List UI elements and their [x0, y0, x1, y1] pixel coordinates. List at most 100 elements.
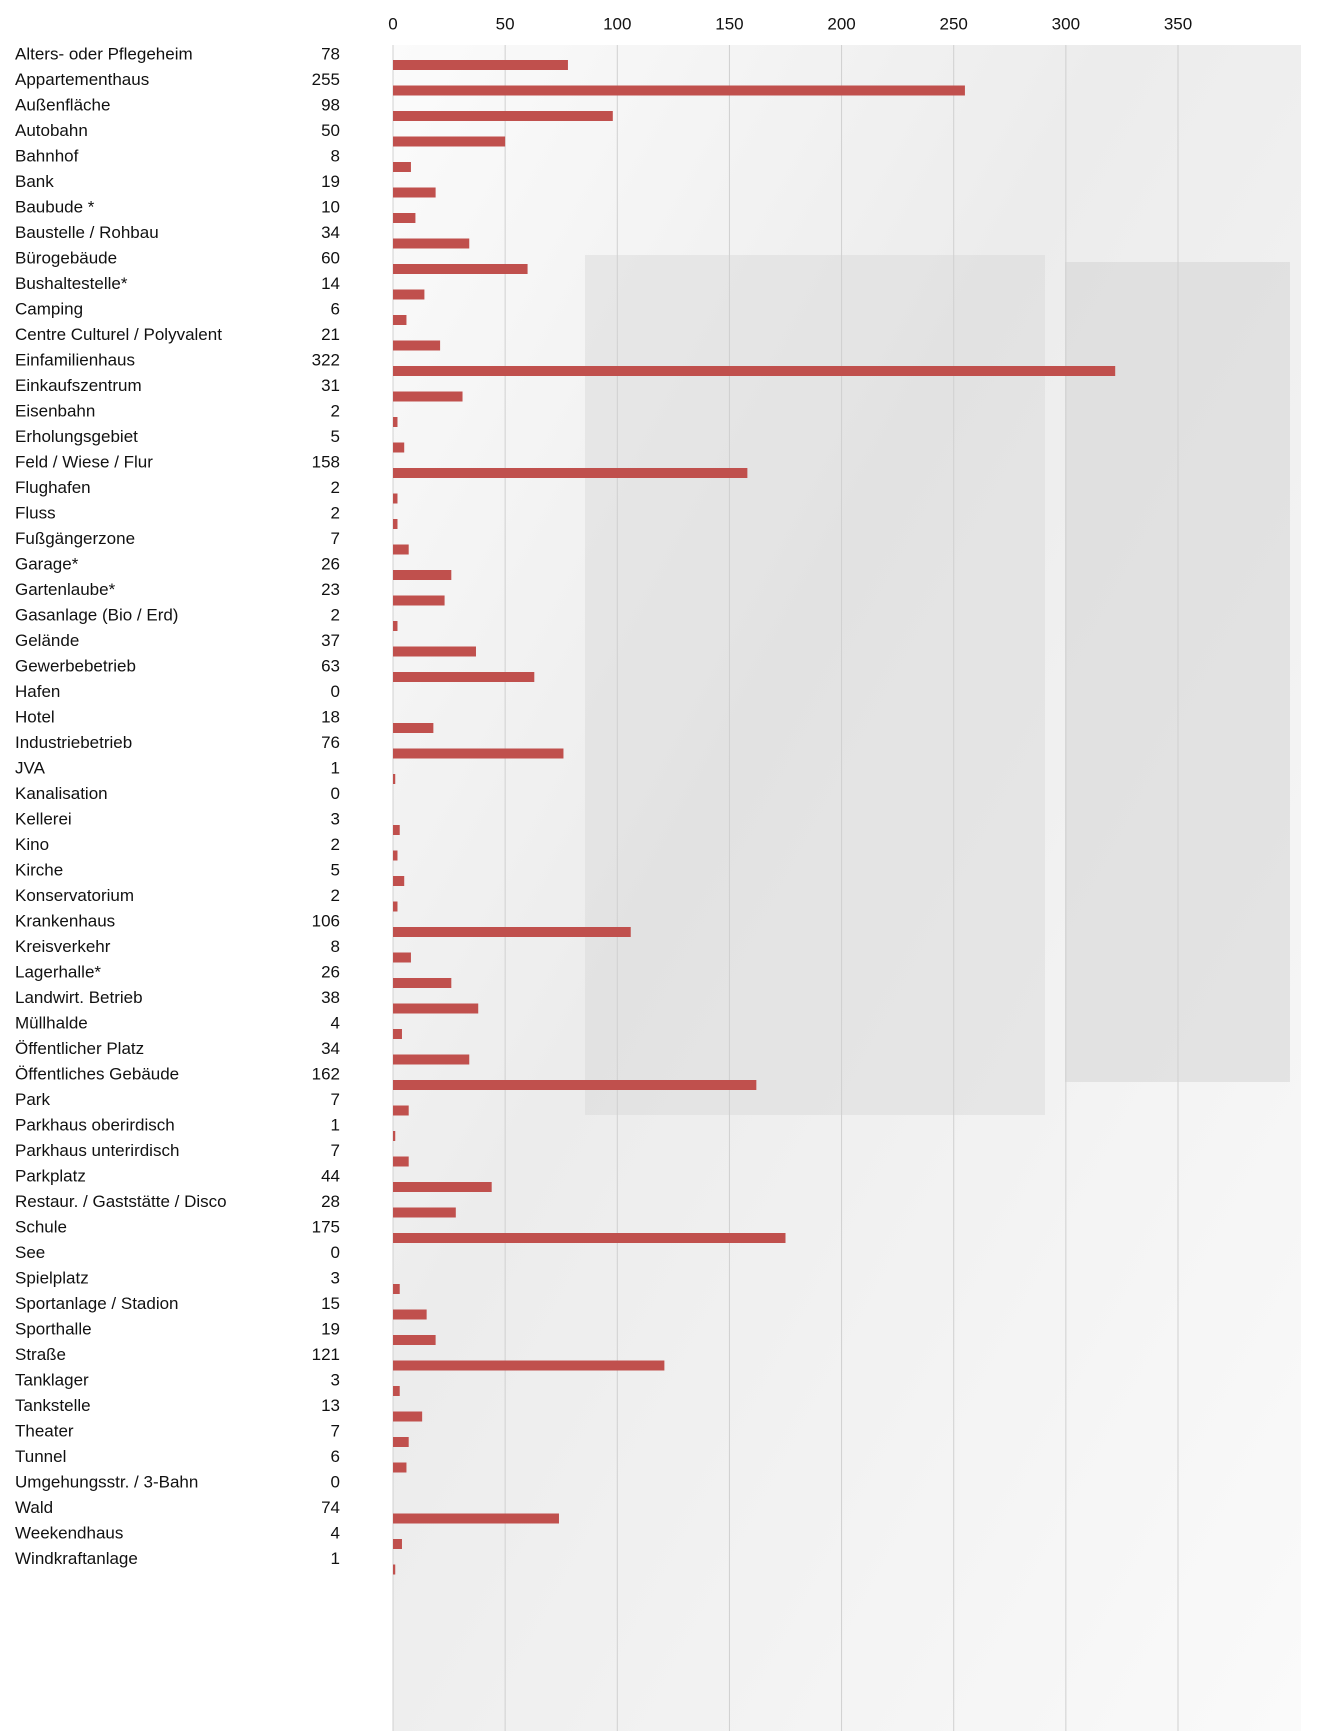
- bar: [393, 672, 535, 682]
- bar: [393, 519, 398, 529]
- value-label: 6: [331, 299, 340, 318]
- value-label: 106: [312, 911, 340, 930]
- value-label: 255: [312, 70, 340, 89]
- plot-background: [393, 45, 1301, 1731]
- bar: [393, 978, 452, 988]
- bar: [393, 1386, 400, 1396]
- category-label: Garage*: [15, 554, 79, 573]
- value-label: 175: [312, 1217, 340, 1236]
- bar: [393, 1411, 423, 1422]
- x-tick-label: 350: [1164, 14, 1192, 33]
- category-label: Gelände: [15, 631, 79, 650]
- background-photo-shape: [585, 255, 1045, 1115]
- category-label: Industriebetrieb: [15, 733, 132, 752]
- category-label: Einkaufszentrum: [15, 376, 142, 395]
- bar: [393, 876, 405, 886]
- category-label: Park: [15, 1090, 50, 1109]
- bar: [393, 1105, 409, 1116]
- category-label: Eisenbahn: [15, 401, 95, 420]
- bar: [393, 850, 398, 861]
- category-label: Tunnel: [15, 1447, 66, 1466]
- category-label: Parkhaus unterirdisch: [15, 1141, 179, 1160]
- value-label: 2: [331, 835, 340, 854]
- value-label: 5: [331, 427, 340, 446]
- category-label: Kanalisation: [15, 784, 108, 803]
- value-label: 19: [321, 172, 340, 191]
- bar: [393, 1360, 665, 1371]
- value-label: 1: [331, 1115, 340, 1134]
- value-label: 3: [331, 1370, 340, 1389]
- category-label: Centre Culturel / Polyvalent: [15, 325, 222, 344]
- category-label: Landwirt. Betrieb: [15, 988, 143, 1007]
- category-label: Bahnhof: [15, 146, 79, 165]
- bar: [393, 1284, 400, 1294]
- bar: [393, 468, 748, 478]
- value-label: 31: [321, 376, 340, 395]
- bar: [393, 289, 425, 300]
- value-label: 78: [321, 44, 340, 63]
- value-label: 5: [331, 860, 340, 879]
- category-label: Fluss: [15, 503, 56, 522]
- category-label: Gartenlaube*: [15, 580, 116, 599]
- category-label: Baustelle / Rohbau: [15, 223, 159, 242]
- category-label: Konservatorium: [15, 886, 134, 905]
- value-label: 28: [321, 1192, 340, 1211]
- bar: [393, 1513, 559, 1524]
- category-label: Fußgängerzone: [15, 529, 135, 548]
- category-label: Kino: [15, 835, 49, 854]
- bar: [393, 85, 965, 96]
- category-label: Camping: [15, 299, 83, 318]
- bar: [393, 213, 416, 223]
- category-label: Flughafen: [15, 478, 91, 497]
- category-label: Gewerbebetrieb: [15, 656, 136, 675]
- value-label: 44: [321, 1166, 340, 1185]
- category-label: Restaur. / Gaststätte / Disco: [15, 1192, 227, 1211]
- category-label: Bank: [15, 172, 54, 191]
- value-label: 34: [321, 1039, 340, 1058]
- bar: [393, 60, 568, 70]
- value-label: 26: [321, 554, 340, 573]
- bar: [393, 646, 476, 657]
- value-label: 98: [321, 95, 340, 114]
- category-label: Gasanlage (Bio / Erd): [15, 605, 178, 624]
- value-label: 4: [331, 1523, 340, 1542]
- bar: [393, 1539, 402, 1549]
- bar: [393, 136, 506, 147]
- bar: [393, 825, 400, 835]
- bar: [393, 621, 398, 631]
- category-label: Baubude *: [15, 197, 95, 216]
- category-label: Bushaltestelle*: [15, 274, 128, 293]
- bar: [393, 748, 564, 759]
- category-label: Tanklager: [15, 1370, 89, 1389]
- bar: [393, 187, 436, 198]
- category-label: Weekendhaus: [15, 1523, 123, 1542]
- value-label: 50: [321, 121, 340, 140]
- value-label: 322: [312, 350, 340, 369]
- value-label: 34: [321, 223, 340, 242]
- category-label: JVA: [15, 758, 46, 777]
- bar: [393, 1462, 407, 1473]
- category-label: Windkraftanlage: [15, 1549, 138, 1568]
- value-label: 13: [321, 1396, 340, 1415]
- value-label: 21: [321, 325, 340, 344]
- category-label: Straße: [15, 1345, 66, 1364]
- bar: [393, 315, 407, 325]
- value-label: 3: [331, 809, 340, 828]
- category-label: Müllhalde: [15, 1013, 88, 1032]
- bar: [393, 774, 396, 784]
- category-label: Einfamilienhaus: [15, 350, 135, 369]
- x-tick-label: 50: [496, 14, 515, 33]
- category-label: Alters- oder Pflegeheim: [15, 44, 193, 63]
- value-label: 0: [331, 784, 340, 803]
- bar: [393, 1207, 456, 1218]
- bar: [393, 1080, 757, 1090]
- bar: [393, 111, 613, 121]
- value-label: 18: [321, 707, 340, 726]
- bar: [393, 1233, 786, 1243]
- bar: [393, 391, 463, 402]
- bar: [393, 1003, 479, 1014]
- bar: [393, 1054, 470, 1065]
- x-tick-label: 100: [603, 14, 631, 33]
